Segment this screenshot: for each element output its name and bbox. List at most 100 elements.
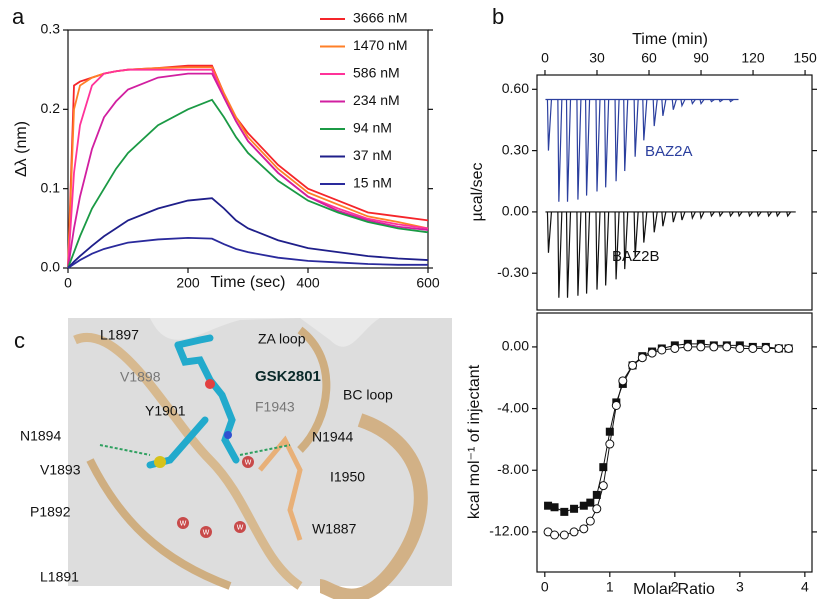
ribbon bbox=[86, 458, 232, 590]
point bbox=[657, 345, 667, 355]
fit-line bbox=[547, 343, 789, 513]
panel-label: c bbox=[14, 328, 25, 353]
region-label: BC loop bbox=[343, 387, 393, 403]
y-tick-label: 0.3 bbox=[41, 21, 61, 37]
point bbox=[592, 490, 601, 499]
legend-label: 94 nM bbox=[353, 120, 392, 136]
injection-peak bbox=[623, 99, 629, 172]
x-tick-label: 0 bbox=[541, 50, 549, 66]
y-tick-label: 0.0 bbox=[41, 259, 61, 275]
y-tick-label: -8.00 bbox=[497, 461, 529, 477]
point bbox=[647, 348, 657, 358]
point bbox=[670, 343, 680, 353]
injection-peak bbox=[642, 211, 648, 243]
injection-peak bbox=[661, 211, 667, 227]
data-line bbox=[67, 98, 429, 269]
residue-label: V1893 bbox=[40, 462, 81, 478]
x-tick-label: 1 bbox=[606, 579, 614, 595]
water bbox=[177, 517, 189, 529]
injection-peak bbox=[786, 211, 792, 218]
injection-peak bbox=[699, 99, 705, 106]
point bbox=[592, 504, 602, 514]
injection-peak bbox=[546, 99, 553, 151]
injection-peak bbox=[680, 211, 686, 221]
point bbox=[598, 481, 608, 491]
injection-peak bbox=[718, 99, 724, 103]
injection-peak bbox=[652, 211, 658, 233]
point bbox=[618, 376, 628, 386]
point bbox=[550, 503, 559, 512]
legend-label: 1470 nM bbox=[353, 37, 407, 53]
y-tick-label: 0.30 bbox=[502, 141, 529, 157]
water bbox=[200, 526, 212, 538]
water-label: w bbox=[236, 521, 244, 531]
point bbox=[570, 504, 579, 513]
residue-label: L1891 bbox=[40, 569, 79, 585]
x-tick-label: 0 bbox=[541, 579, 549, 595]
data-line bbox=[67, 68, 429, 269]
x-tick-label: 400 bbox=[296, 275, 320, 291]
legend-label: 234 nM bbox=[353, 92, 400, 108]
point bbox=[605, 439, 615, 449]
injection-peak bbox=[642, 99, 648, 141]
injection-peak bbox=[614, 99, 620, 182]
injection-peak bbox=[576, 211, 582, 296]
legend-label: 37 nM bbox=[353, 147, 392, 163]
injection-peak bbox=[546, 211, 553, 253]
ribbon bbox=[73, 333, 303, 590]
point bbox=[550, 530, 560, 540]
injection-peak bbox=[661, 99, 667, 116]
y-tick-label: -4.00 bbox=[497, 399, 529, 415]
residue-label: L1897 bbox=[100, 327, 139, 343]
injection-peak bbox=[557, 99, 563, 202]
point bbox=[579, 524, 589, 534]
x-tick-label: 0 bbox=[64, 275, 72, 291]
point bbox=[585, 516, 595, 526]
injection-peak bbox=[747, 211, 754, 218]
side-chain bbox=[258, 435, 303, 541]
point bbox=[784, 343, 794, 353]
injection-peak bbox=[576, 99, 582, 200]
oxygen bbox=[205, 379, 215, 389]
injection-peak bbox=[728, 211, 734, 218]
point bbox=[559, 530, 569, 540]
injection-peak bbox=[604, 99, 610, 188]
helix bbox=[318, 413, 428, 599]
injection-peak bbox=[709, 99, 715, 103]
injection-peak bbox=[680, 99, 686, 108]
water bbox=[234, 521, 246, 533]
injection-peak bbox=[584, 99, 591, 196]
x-tick-label: 120 bbox=[741, 50, 765, 66]
residue-label: P1892 bbox=[30, 504, 71, 520]
ligand bbox=[174, 334, 214, 349]
series-label: BAZ2B bbox=[612, 248, 660, 265]
point bbox=[761, 343, 771, 353]
x-tick-label: 30 bbox=[589, 50, 605, 66]
water-label: w bbox=[244, 456, 252, 466]
point bbox=[586, 498, 595, 507]
injection-peak bbox=[709, 211, 715, 218]
data-line bbox=[67, 66, 429, 269]
y-tick-label: 0.1 bbox=[41, 179, 61, 195]
point bbox=[774, 343, 784, 353]
y-tick-label: 0.00 bbox=[502, 338, 529, 354]
point bbox=[683, 342, 693, 352]
structure-image bbox=[68, 318, 452, 599]
x-tick-label: 4 bbox=[801, 579, 809, 595]
y-axis-label: kcal mol⁻¹ of injectant bbox=[466, 364, 483, 519]
x-tick-label: 2 bbox=[671, 579, 679, 595]
nitrogen bbox=[224, 431, 232, 439]
injection-peak bbox=[728, 99, 734, 103]
region-label: ZA loop bbox=[258, 331, 306, 347]
x-axis-label: Time (min) bbox=[632, 31, 708, 48]
injection-peak bbox=[690, 99, 696, 106]
hbond bbox=[99, 444, 151, 456]
injection-peak bbox=[557, 211, 563, 298]
residue-label: F1943 bbox=[255, 399, 295, 415]
y-tick-label: 0.2 bbox=[41, 100, 61, 116]
data-line bbox=[67, 197, 429, 269]
injection-peak bbox=[595, 211, 601, 290]
legend-label: 3666 nM bbox=[353, 10, 407, 26]
y-tick-label: 0.00 bbox=[502, 203, 529, 219]
point bbox=[611, 401, 621, 410]
